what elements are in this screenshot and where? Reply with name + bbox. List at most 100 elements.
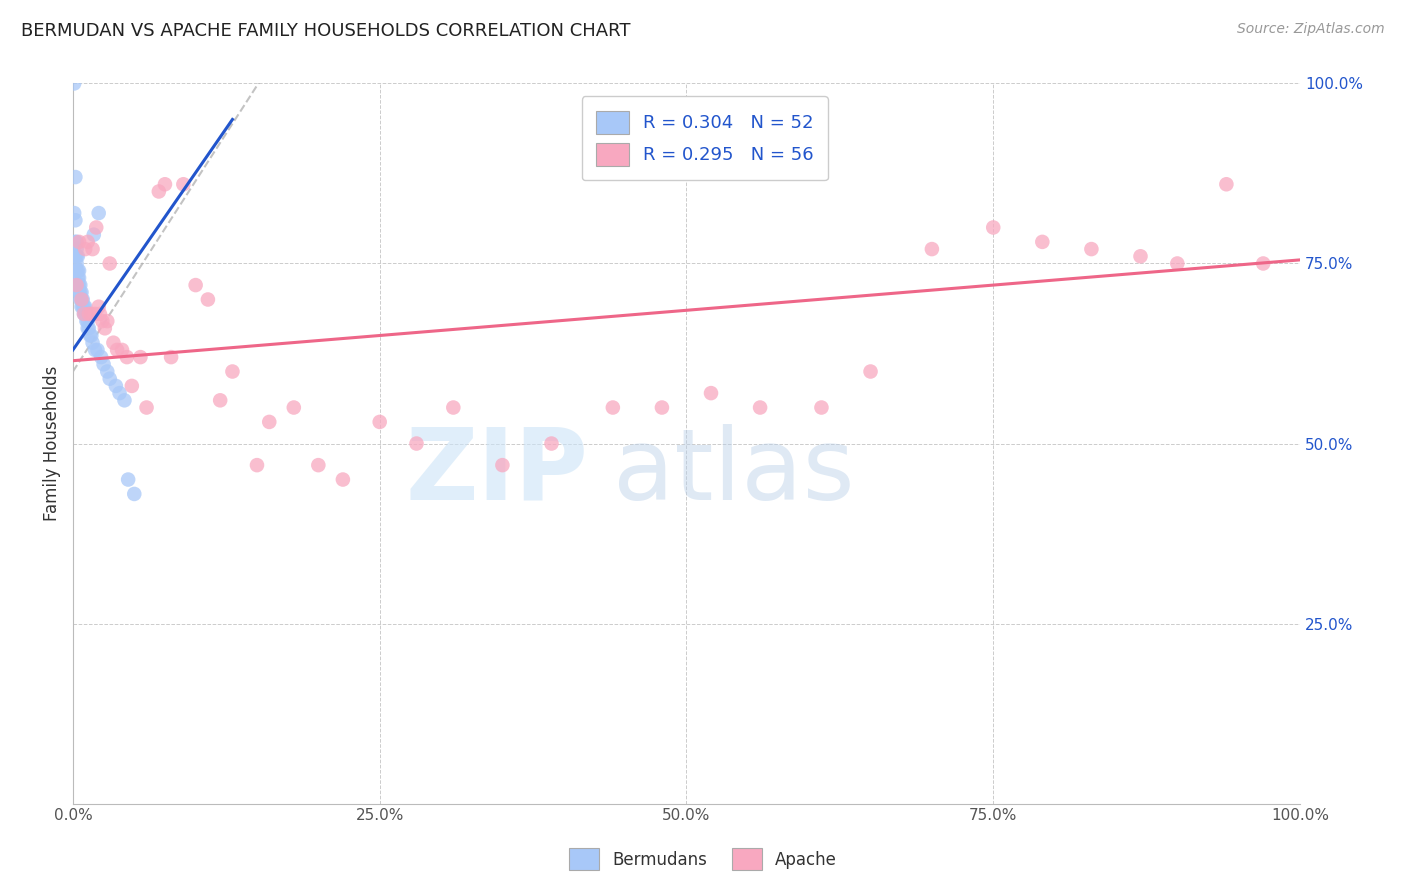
Y-axis label: Family Households: Family Households [44, 366, 60, 521]
Point [70, 293, 93, 307]
Point [749, 401, 772, 415]
Point [1251, 256, 1274, 270]
Point [87, 300, 110, 314]
Point [1129, 249, 1152, 263]
Point [65, 278, 87, 293]
Point [86, 343, 108, 357]
Point [65, 235, 87, 249]
Point [69, 285, 91, 300]
Point [135, 401, 157, 415]
Point [108, 386, 131, 401]
Point [66, 271, 89, 285]
Point [79, 328, 101, 343]
Point [104, 379, 127, 393]
Point [114, 393, 136, 408]
Point [76, 314, 98, 328]
Point [67, 285, 90, 300]
Point [69, 293, 91, 307]
Point [65, 249, 87, 263]
Point [121, 379, 143, 393]
Point [65, 235, 87, 249]
Point [84, 307, 107, 321]
Point [153, 178, 176, 192]
Point [65, 263, 87, 277]
Point [67, 271, 90, 285]
Point [70, 300, 93, 314]
Point [259, 415, 281, 429]
Point [65, 170, 87, 185]
Point [69, 278, 91, 293]
Point [72, 300, 94, 314]
Point [1166, 256, 1188, 270]
Point [1080, 242, 1102, 256]
Point [75, 300, 97, 314]
Point [981, 220, 1004, 235]
Point [160, 350, 183, 364]
Text: atlas: atlas [613, 424, 855, 521]
Point [63, 77, 86, 91]
Point [77, 321, 100, 335]
Point [172, 178, 194, 192]
Point [67, 278, 90, 293]
Point [405, 436, 427, 450]
Point [84, 220, 107, 235]
Point [63, 206, 86, 220]
Legend: R = 0.304   N = 52, R = 0.295   N = 56: R = 0.304 N = 52, R = 0.295 N = 56 [582, 96, 828, 180]
Point [103, 335, 125, 350]
Point [700, 386, 723, 401]
Text: ZIP: ZIP [405, 424, 588, 521]
Point [87, 206, 110, 220]
Point [82, 335, 104, 350]
Point [65, 213, 87, 227]
Point [66, 249, 89, 263]
Point [89, 307, 111, 321]
Point [91, 314, 114, 328]
Point [209, 393, 232, 408]
Point [368, 415, 391, 429]
Point [184, 278, 207, 293]
Point [75, 307, 97, 321]
Point [246, 458, 269, 472]
Point [75, 314, 97, 328]
Point [67, 263, 90, 277]
Point [70, 293, 93, 307]
Point [65, 256, 87, 270]
Point [72, 293, 94, 307]
Point [1215, 178, 1237, 192]
Point [80, 328, 103, 343]
Point [307, 458, 329, 472]
Point [651, 401, 673, 415]
Point [540, 436, 562, 450]
Point [66, 278, 89, 293]
Point [129, 350, 152, 364]
Point [73, 300, 96, 314]
Point [148, 185, 170, 199]
Point [90, 350, 112, 364]
Point [111, 343, 134, 357]
Point [80, 307, 103, 321]
Point [96, 364, 118, 378]
Point [93, 357, 115, 371]
Point [75, 307, 97, 321]
Point [602, 401, 624, 415]
Point [98, 256, 121, 270]
Point [810, 401, 832, 415]
Point [115, 350, 138, 364]
Point [94, 321, 117, 335]
Point [197, 293, 219, 307]
Point [491, 458, 513, 472]
Point [1031, 235, 1053, 249]
Point [96, 314, 118, 328]
Point [124, 487, 146, 501]
Point [83, 227, 105, 242]
Point [441, 401, 464, 415]
Point [73, 307, 96, 321]
Point [76, 235, 98, 249]
Point [75, 242, 97, 256]
Point [70, 285, 93, 300]
Point [67, 235, 90, 249]
Text: BERMUDAN VS APACHE FAMILY HOUSEHOLDS CORRELATION CHART: BERMUDAN VS APACHE FAMILY HOUSEHOLDS COR… [21, 22, 630, 40]
Point [98, 372, 121, 386]
Point [332, 473, 354, 487]
Point [859, 364, 882, 378]
